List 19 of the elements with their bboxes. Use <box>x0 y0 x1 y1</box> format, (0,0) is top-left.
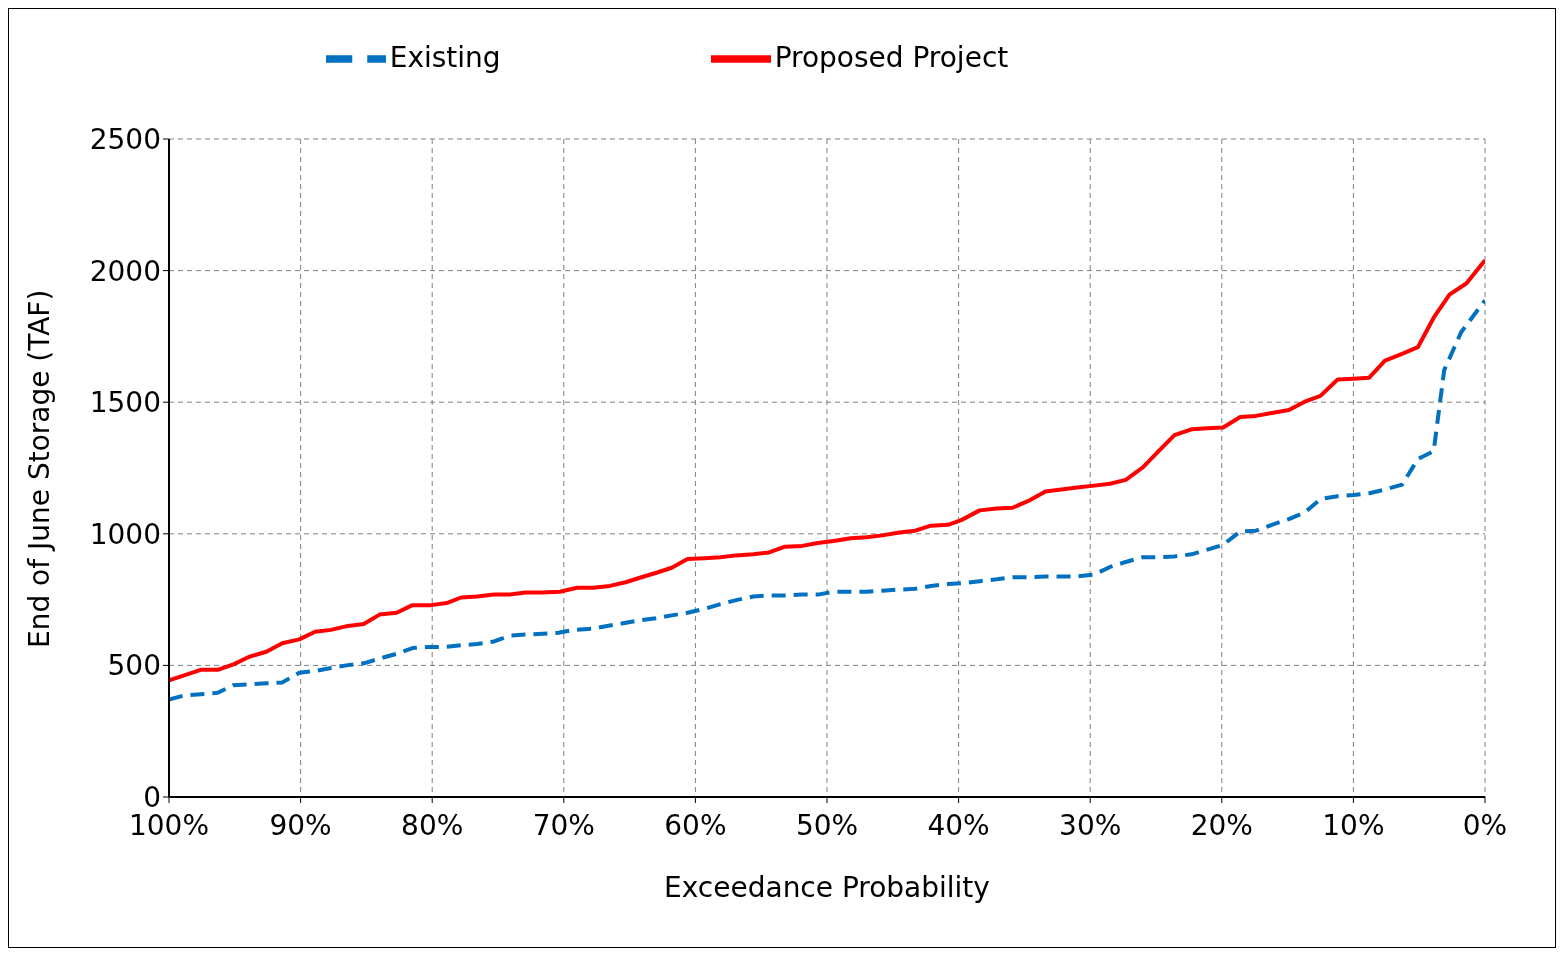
y-tick-label: 2500 <box>89 122 161 156</box>
y-tick-label: 2000 <box>89 254 161 288</box>
x-tick-label: 90% <box>269 808 332 842</box>
x-tick-label: 30% <box>1059 808 1122 842</box>
x-tick-label: 70% <box>532 808 595 842</box>
x-tick-label: 40% <box>927 808 990 842</box>
x-tick-label: 80% <box>401 808 464 842</box>
x-tick-label: 60% <box>664 808 727 842</box>
legend-label: Proposed Project <box>774 41 1009 74</box>
x-tick-label: 20% <box>1190 808 1253 842</box>
x-tick-label: 10% <box>1322 808 1385 842</box>
x-tick-label: 0% <box>1462 808 1508 842</box>
legend-label: Existing <box>389 41 501 74</box>
y-tick-label: 1000 <box>89 517 161 551</box>
x-axis-title: Exceedance Probability <box>664 871 990 904</box>
y-axis-title: End of June Storage (TAF) <box>22 289 56 648</box>
y-tick-label: 1500 <box>89 386 161 420</box>
x-tick-label: 50% <box>795 808 859 842</box>
y-tick-label: 500 <box>107 649 161 683</box>
